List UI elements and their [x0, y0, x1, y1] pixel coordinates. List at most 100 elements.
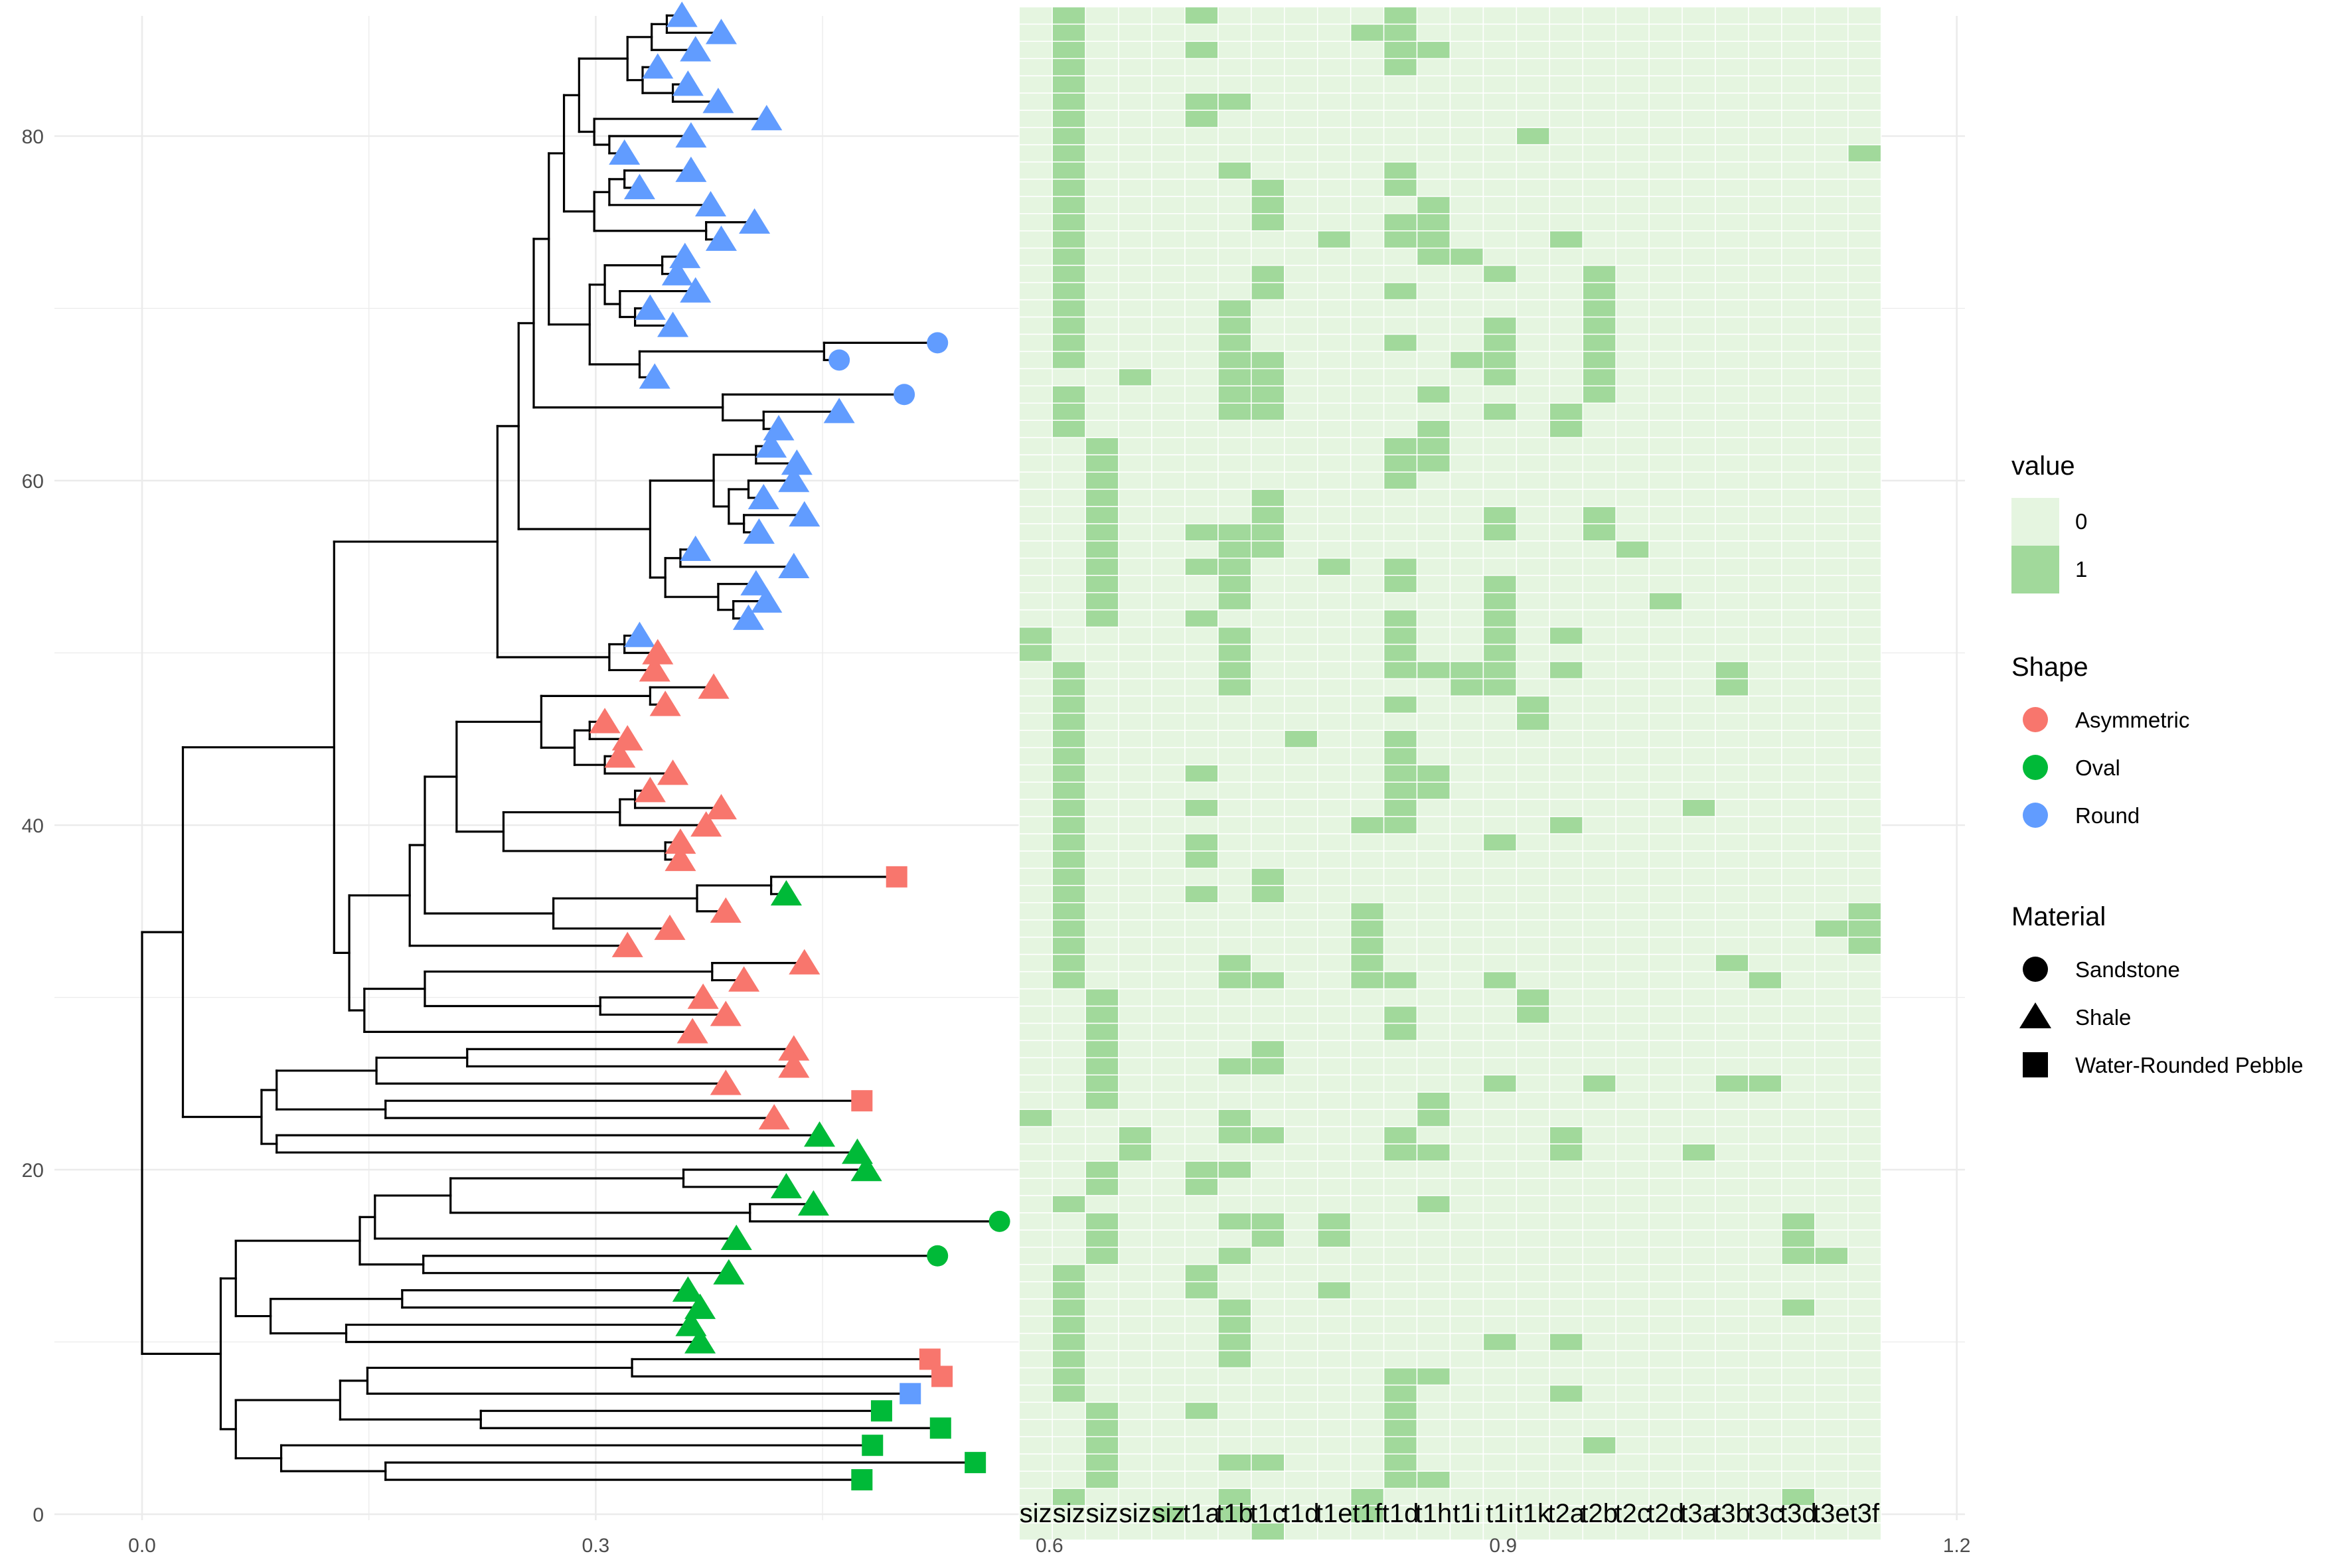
heatmap-cell: [1052, 92, 1086, 111]
heatmap-cell: [1052, 489, 1086, 507]
heatmap-cell: [1549, 1229, 1583, 1248]
heatmap-cell: [1781, 58, 1816, 76]
heatmap-cell: [1383, 712, 1418, 732]
heatmap-cell: [1151, 385, 1186, 404]
tip-marker: [698, 673, 730, 699]
heatmap-cell: [1516, 747, 1551, 765]
heatmap-cell: [1549, 1091, 1583, 1110]
heatmap-cell: [1350, 1401, 1385, 1421]
heatmap-cell: [1416, 1419, 1451, 1437]
heatmap-cell: [1847, 161, 1882, 180]
heatmap-cell: [1085, 591, 1119, 611]
heatmap-cell: [1316, 1263, 1352, 1283]
heatmap-cell: [1516, 1212, 1551, 1231]
heatmap-cell: [1648, 953, 1683, 973]
heatmap-cell: [1615, 953, 1650, 973]
heatmap-cell: [1615, 1229, 1650, 1248]
heatmap-cell: [1052, 799, 1086, 817]
heatmap-cell: [1151, 1160, 1186, 1179]
heatmap-cell: [1316, 196, 1352, 214]
heatmap-cell: [1582, 1384, 1616, 1403]
heatmap-cell: [1052, 885, 1086, 903]
heatmap-cell: [1350, 1350, 1385, 1369]
tip-marker: [687, 983, 719, 1009]
heatmap-cell: [1052, 437, 1086, 455]
heatmap-cell: [1416, 1126, 1451, 1144]
heatmap-cell: [1350, 781, 1385, 800]
heatmap-cell: [1284, 919, 1318, 938]
heatmap-cell: [1781, 1178, 1816, 1196]
heatmap-cell: [1184, 437, 1219, 455]
heatmap-cell: [1251, 1229, 1285, 1248]
heatmap-cell: [1449, 574, 1484, 593]
heatmap-cell: [1549, 1212, 1583, 1231]
heatmap-cell: [1516, 75, 1551, 94]
heatmap-cell: [1316, 1109, 1352, 1127]
heatmap-cell: [1416, 6, 1451, 25]
heatmap-cell: [1383, 40, 1418, 59]
heatmap-cell: [1582, 1470, 1616, 1489]
heatmap-cell: [1184, 1505, 1219, 1524]
heatmap-cell: [1018, 850, 1053, 869]
heatmap-cell: [1251, 471, 1285, 490]
heatmap-cell: [1516, 247, 1551, 266]
heatmap-cell: [1284, 6, 1318, 25]
heatmap-cell: [1316, 299, 1352, 318]
heatmap-cell: [1052, 781, 1086, 800]
heatmap-cell: [1085, 351, 1119, 370]
heatmap-cell: [1316, 523, 1352, 542]
heatmap-cell: [1316, 678, 1352, 697]
heatmap-cell: [1350, 196, 1385, 214]
heatmap-cell: [1416, 144, 1451, 163]
tip-marker: [642, 639, 674, 665]
heatmap-cell: [1217, 351, 1252, 370]
heatmap-cell: [1085, 1160, 1119, 1179]
heatmap-cell: [1516, 1195, 1551, 1214]
heatmap-cell: [1316, 1453, 1352, 1472]
tip-marker: [680, 277, 712, 303]
heatmap-cell: [1748, 540, 1782, 559]
heatmap-cell: [1582, 1367, 1616, 1386]
heatmap-cell: [1549, 661, 1583, 680]
heatmap-cell: [1416, 316, 1451, 335]
heatmap-cell: [1085, 196, 1119, 214]
heatmap-cell: [1184, 799, 1219, 817]
heatmap-cell: [1151, 489, 1186, 507]
tip-marker: [751, 587, 783, 613]
heatmap-cell: [1814, 196, 1849, 214]
heatmap-cell: [1449, 247, 1484, 266]
heatmap-cell: [1018, 730, 1053, 748]
heatmap-cell: [1682, 1350, 1716, 1369]
heatmap-cell: [1648, 558, 1683, 576]
heatmap-cell: [1549, 1263, 1583, 1283]
heatmap-cell: [1251, 299, 1285, 318]
heatmap-cell: [1316, 1384, 1352, 1403]
heatmap-cell: [1781, 902, 1816, 921]
heatmap-cell: [1052, 591, 1086, 611]
heatmap-cell: [1582, 919, 1616, 938]
heatmap-cell: [1151, 523, 1186, 542]
heatmap-cell: [1018, 1247, 1053, 1265]
heatmap-cell: [1118, 1281, 1152, 1300]
heatmap-cell: [1648, 1126, 1683, 1144]
heatmap-cell: [1251, 230, 1285, 249]
heatmap-cell: [1516, 609, 1551, 628]
heatmap-cell: [1217, 1057, 1252, 1076]
heatmap-cell: [1383, 799, 1418, 817]
heatmap-cell: [1118, 799, 1152, 817]
heatmap-cell: [1350, 368, 1385, 387]
heatmap-cell: [1549, 196, 1583, 214]
heatmap-cell: [1018, 385, 1053, 404]
heatmap-cell: [1184, 75, 1219, 94]
heatmap-cell: [1284, 799, 1318, 817]
heatmap-cell: [1184, 1332, 1219, 1352]
heatmap-cell: [1350, 885, 1385, 903]
heatmap-cell: [1350, 23, 1385, 42]
heatmap-cell: [1151, 712, 1186, 732]
heatmap-cell: [1284, 936, 1318, 955]
heatmap-cell: [1217, 1470, 1252, 1489]
heatmap-cell: [1582, 247, 1616, 266]
heatmap-cell: [1482, 299, 1518, 318]
heatmap-cell: [1715, 420, 1749, 438]
heatmap-cell: [1814, 1453, 1849, 1472]
